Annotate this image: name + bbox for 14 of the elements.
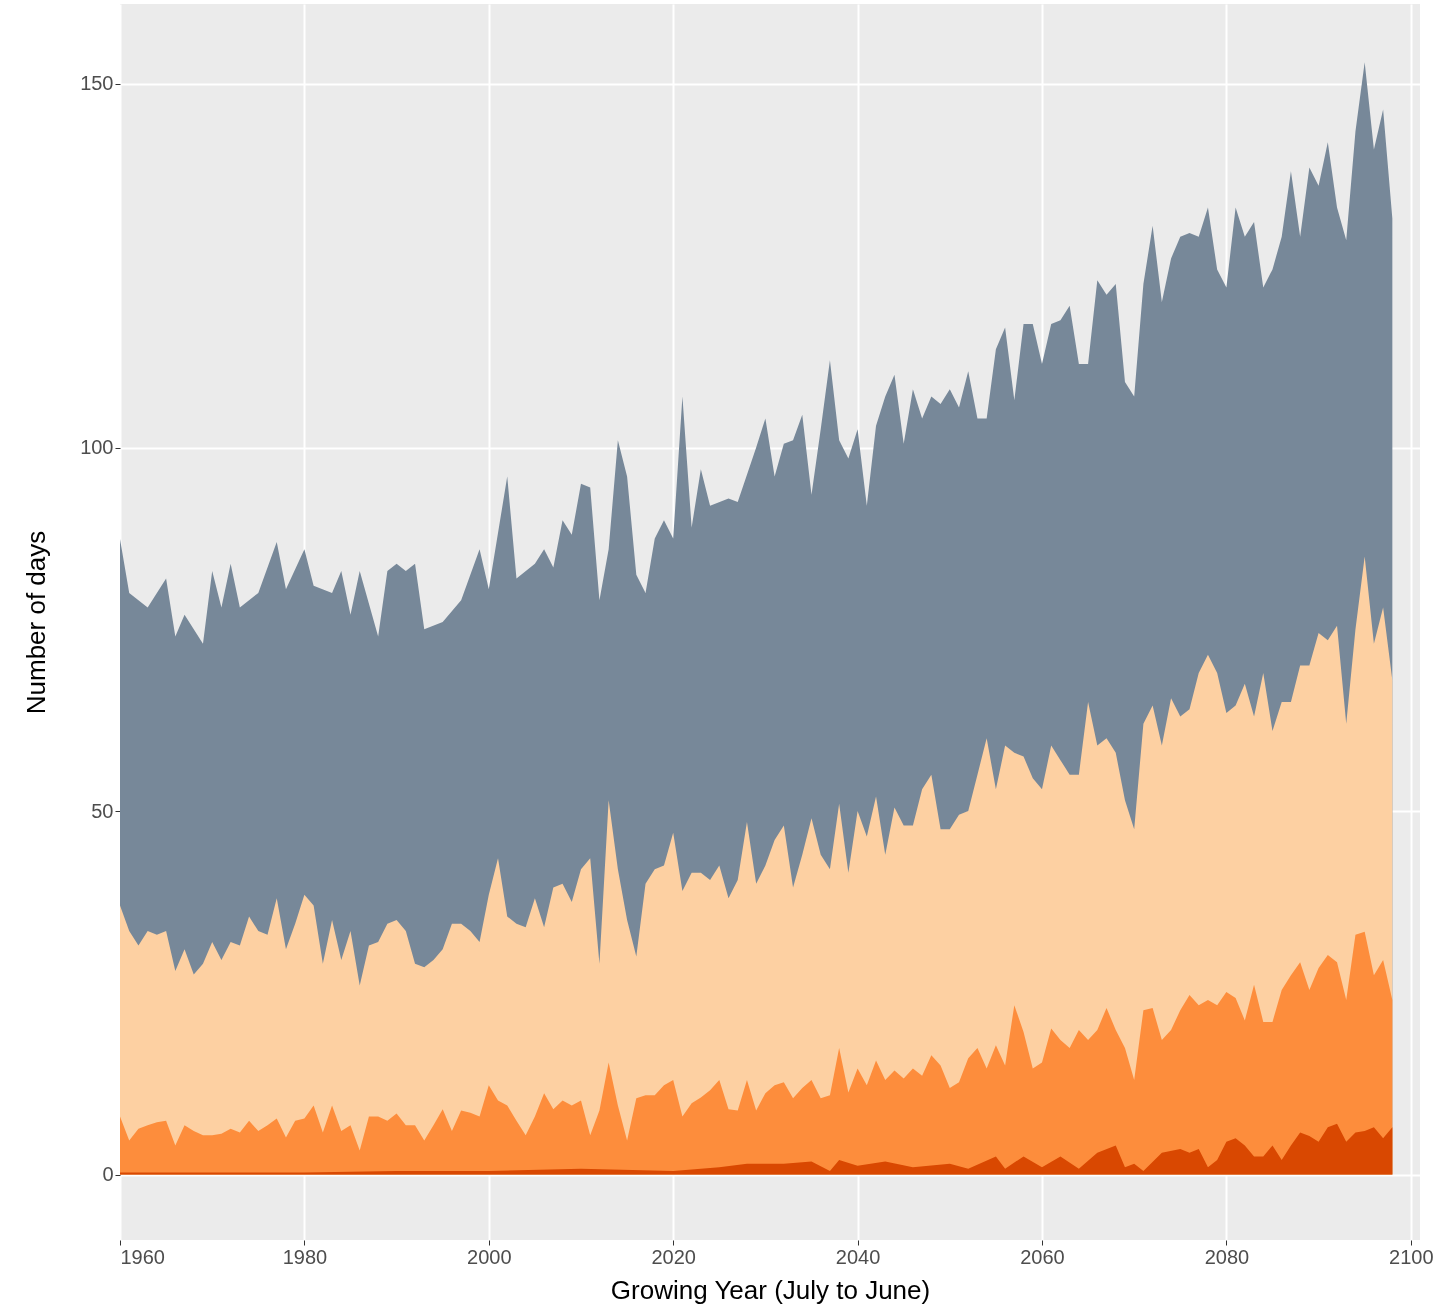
x-tick-label: 2100 xyxy=(1389,1245,1434,1268)
y-axis-title: Number of days xyxy=(21,530,52,715)
x-tick-label: 2060 xyxy=(1020,1245,1065,1268)
x-tick-label: 1960 xyxy=(120,1245,165,1268)
x-axis-title: Growing Year (July to June) xyxy=(610,1274,931,1305)
x-tick-label: 2040 xyxy=(835,1245,881,1268)
y-tick-label: 0 xyxy=(102,1163,114,1186)
y-tick-label: 50 xyxy=(91,799,114,822)
x-tick-label: 2080 xyxy=(1204,1245,1250,1268)
y-tick-label: 150 xyxy=(80,72,114,95)
x-tick-label: 2000 xyxy=(467,1245,512,1268)
x-tick-label: 1980 xyxy=(282,1245,328,1268)
y-tick-label: 100 xyxy=(80,436,114,459)
x-tick-label: 2020 xyxy=(651,1245,696,1268)
